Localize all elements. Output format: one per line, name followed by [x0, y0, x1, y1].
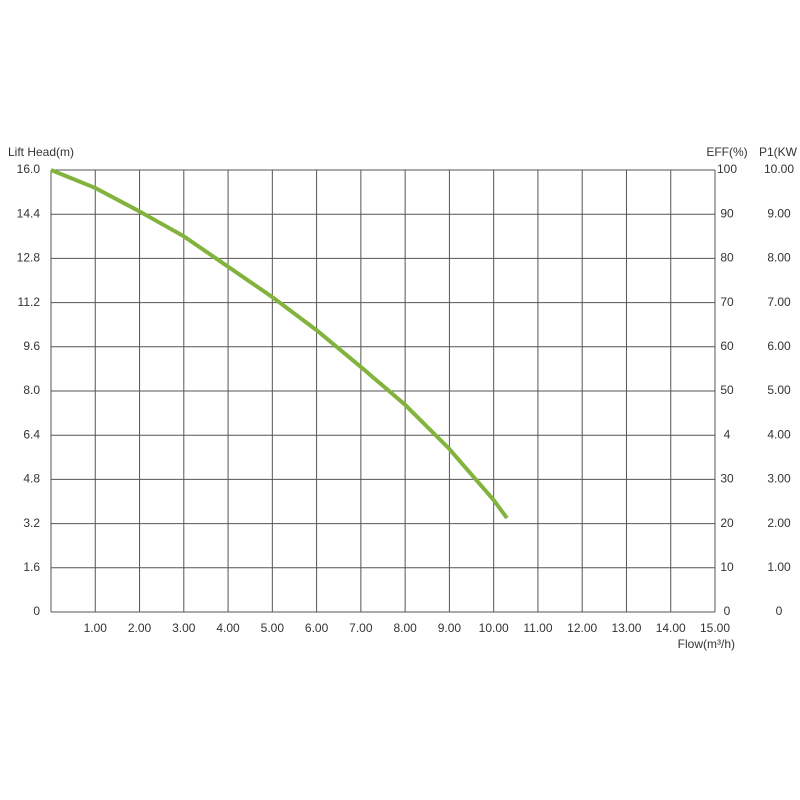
- y3-tick-label: 9.00: [767, 206, 791, 220]
- x-tick-label: 15.00: [700, 621, 730, 635]
- y2-tick-label: 20: [720, 516, 734, 530]
- y3-tick-label: 5.00: [767, 383, 791, 397]
- y2-tick-label: 30: [720, 472, 734, 486]
- y2-tick-label: 90: [720, 206, 734, 220]
- y-tick-label: 6.4: [23, 427, 40, 441]
- series-line: [50, 168, 509, 520]
- x-tick-label: 4.00: [216, 621, 240, 635]
- y-tick-label: 9.6: [23, 339, 40, 353]
- x-axis-title: Flow(m³/h): [678, 637, 735, 651]
- y-tick-label: 12.8: [17, 251, 41, 265]
- x-tick-label: 7.00: [349, 621, 373, 635]
- y-tick-label: 11.2: [18, 295, 41, 309]
- y2-axis-title: EFF(%): [706, 145, 747, 159]
- y3-tick-label: 3.00: [767, 472, 791, 486]
- x-tick-label: 8.00: [393, 621, 417, 635]
- y-tick-label: 3.2: [23, 516, 40, 530]
- y-tick-label: 8.0: [23, 383, 40, 397]
- y2-tick-label: 70: [720, 295, 734, 309]
- y2-tick-label: 10: [720, 560, 734, 574]
- y-axis-title: Lift Head(m): [8, 145, 74, 159]
- x-tick-label: 13.00: [611, 621, 641, 635]
- x-tick-label: 6.00: [305, 621, 329, 635]
- x-tick-label: 11.00: [523, 621, 552, 635]
- y3-tick-label: 0: [776, 604, 783, 618]
- y2-tick-label: 4: [724, 427, 731, 441]
- y-tick-label: 14.4: [17, 206, 41, 220]
- y2-tick-label: 60: [720, 339, 734, 353]
- y3-tick-label: 8.00: [767, 251, 791, 265]
- y3-tick-label: 10.00: [764, 162, 794, 176]
- x-tick-label: 3.00: [172, 621, 196, 635]
- x-tick-label: 14.00: [656, 621, 686, 635]
- y-tick-label: 0: [33, 604, 40, 618]
- y3-tick-label: 4.00: [767, 427, 791, 441]
- y2-tick-label: 0: [724, 604, 731, 618]
- y3-tick-label: 2.00: [767, 516, 791, 530]
- x-tick-label: 10.00: [479, 621, 509, 635]
- y2-tick-label: 50: [720, 383, 734, 397]
- y3-tick-label: 6.00: [767, 339, 791, 353]
- x-tick-label: 9.00: [438, 621, 462, 635]
- x-tick-label: 5.00: [261, 621, 285, 635]
- x-tick-label: 1.00: [84, 621, 108, 635]
- y3-tick-label: 1.00: [767, 560, 791, 574]
- y-tick-label: 4.8: [23, 472, 40, 486]
- y3-axis-title: P1(KW: [759, 145, 798, 159]
- x-tick-label: 2.00: [128, 621, 152, 635]
- y-tick-label: 16.0: [17, 162, 41, 176]
- y2-tick-label: 80: [720, 251, 734, 265]
- y3-tick-label: 7.00: [767, 295, 791, 309]
- x-tick-label: 12.00: [567, 621, 597, 635]
- y-tick-label: 1.6: [23, 560, 40, 574]
- y2-tick-label: 100: [717, 162, 737, 176]
